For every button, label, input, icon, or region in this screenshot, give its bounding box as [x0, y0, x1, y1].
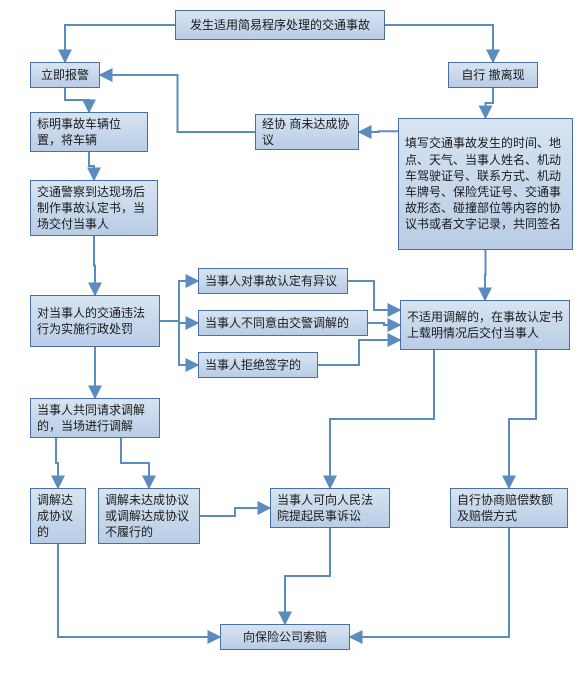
- edge-fillrec-to-nagree: [359, 131, 398, 132]
- node-dispute2: 当事人不同意由交警调解的: [198, 310, 368, 336]
- edge-medok-to-insure: [58, 544, 220, 637]
- edge-court-to-insure: [285, 528, 330, 624]
- flowchart-canvas: 发生适用简易程序处理的交通事故立即报警 自行 撤离现经协 商未达成协议 标明事故车辆…: [0, 0, 585, 687]
- node-selfcomp: 自行协商赔偿数额及赔偿方式: [450, 488, 568, 528]
- node-nagree: 经协 商未达成协议: [255, 114, 359, 150]
- edge-dispute3-to-nomediate: [318, 340, 400, 365]
- node-medfail: 调解未达成协议或调解达成协议不履行的: [98, 488, 200, 544]
- node-selfleave: 自行 撤离现: [448, 62, 538, 88]
- edge-bothreq-to-medok: [56, 438, 58, 488]
- edge-police-to-penalty: [94, 236, 95, 295]
- edge-medfail-to-court: [200, 508, 270, 516]
- edge-penalty-to-dispute2: [160, 321, 198, 323]
- edge-start-to-selfleave: [385, 25, 493, 62]
- node-nomediate: 不适用调解的，在事故认定书上载明情况后交付当事人: [400, 300, 570, 350]
- edge-selfcomp-to-insure: [350, 528, 509, 637]
- edge-mark-to-police: [89, 152, 94, 180]
- edge-penalty-to-dispute1: [160, 281, 198, 321]
- node-police: 交通警察到达现场后制作事故认定书，当场交付当事人: [30, 180, 158, 236]
- edge-selfleave-to-fillrec: [486, 88, 494, 118]
- node-bothreq: 当事人共同请求调解的，当场进行调解: [30, 398, 160, 438]
- edge-nomediate-to-court: [330, 350, 434, 488]
- edge-nomediate-to-selfcomp: [509, 350, 536, 488]
- edge-report-to-mark: [65, 88, 89, 112]
- node-fillrec: 填写交通事故发生的时间、地点、天气、当事人姓名、机动车驾驶证号、联系方式、机动车…: [398, 118, 573, 250]
- node-start: 发生适用简易程序处理的交通事故: [175, 10, 385, 40]
- node-dispute3: 当事人拒绝签字的: [198, 352, 318, 378]
- node-report: 立即报警: [30, 62, 100, 88]
- node-court: 当事人可向人民法院提起民事诉讼: [270, 488, 390, 528]
- node-insure: 向保险公司索赔: [220, 624, 350, 650]
- node-dispute1: 当事人对事故认定有异议: [198, 268, 348, 294]
- edge-start-to-report: [65, 25, 175, 62]
- edge-dispute1-to-nomediate: [348, 281, 400, 310]
- node-mark: 标明事故车辆位置，将车辆: [30, 112, 148, 152]
- edge-penalty-to-dispute3: [160, 321, 198, 365]
- node-penalty: 对当事人的交通违法行为实施行政处罚: [30, 295, 160, 347]
- node-medok: 调解达成协议的: [30, 488, 86, 544]
- edge-bothreq-to-medfail: [121, 438, 149, 488]
- edge-fillrec-to-nomediate: [485, 250, 486, 300]
- edge-dispute2-to-nomediate: [368, 323, 400, 325]
